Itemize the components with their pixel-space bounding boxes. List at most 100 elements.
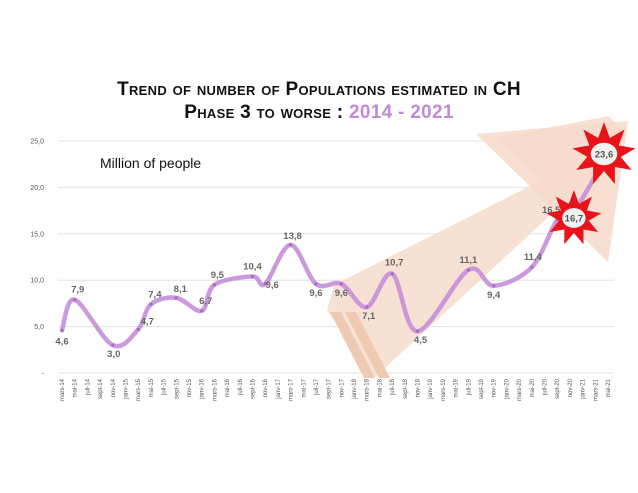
y-tick-label: 10,0: [30, 278, 44, 285]
data-label: 13,8: [283, 231, 302, 242]
data-label: 8,1: [174, 284, 188, 295]
x-tick-label: janv-15: [123, 378, 129, 399]
data-label: 3,0: [107, 349, 120, 360]
x-axis: mars-14 mai-14 juil-14 sept-14 nov-14 janv-15…: [60, 378, 612, 401]
x-tick-label: sept-17: [327, 378, 333, 399]
series-line-path: [59, 151, 611, 349]
highlight-bursts: 16,7 23,6: [546, 122, 636, 245]
x-tick-label: juil-15: [162, 378, 168, 396]
data-label: 9,6: [309, 288, 322, 299]
trend-arrow-stripe: [330, 312, 375, 378]
data-label: 10,4: [243, 261, 262, 272]
x-tick-label: sept-16: [250, 378, 256, 399]
data-label: 4,5: [414, 335, 428, 346]
y-tick-label: -: [42, 371, 45, 378]
y-tick-label: 15,0: [30, 231, 44, 238]
x-tick-label: nov-14: [111, 378, 117, 397]
x-tick-label: nov-20: [568, 378, 574, 397]
data-point: [111, 343, 115, 347]
data-point: [149, 302, 153, 306]
x-tick-label: nov-19: [492, 378, 498, 397]
data-label: 7,4: [148, 289, 162, 300]
x-tick-label: juil-16: [238, 378, 244, 396]
x-tick-label: janv-19: [428, 378, 434, 399]
x-tick-label: mars-16: [212, 378, 218, 401]
highlight-burst-center: [562, 208, 586, 228]
x-tick-label: sept-14: [98, 378, 104, 399]
y-tick-label: 5,0: [34, 324, 44, 331]
x-tick-label: mai-19: [454, 378, 460, 397]
x-tick-label: mars-20: [517, 378, 523, 401]
data-point: [73, 298, 77, 302]
data-point: [365, 305, 369, 309]
x-tick-label: janv-21: [581, 378, 587, 399]
data-label: 11,4: [524, 252, 543, 263]
x-tick-label: nov-15: [187, 378, 193, 397]
data-label: 9,5: [211, 270, 225, 281]
data-label: 4,6: [55, 336, 68, 347]
data-label: 9,4: [487, 290, 501, 301]
x-tick-label: mai-16: [225, 378, 231, 397]
data-label: 11,1: [459, 255, 478, 266]
x-tick-label: mars-18: [365, 378, 371, 401]
data-label: 9,6: [335, 288, 348, 299]
trend-arrow: [327, 116, 628, 379]
highlight-burst-center: [590, 142, 618, 166]
x-tick-label: nov-17: [339, 378, 345, 397]
x-tick-label: mai-17: [301, 378, 307, 397]
data-label: 7,1: [362, 311, 376, 322]
x-tick-label: janv-18: [352, 378, 358, 399]
x-tick-label: janv-16: [200, 378, 206, 399]
highlight-label: 23,6: [595, 149, 614, 160]
data-point: [288, 243, 293, 247]
x-tick-label: nov-16: [263, 378, 269, 397]
x-tick-label: juil-17: [314, 378, 320, 396]
x-tick-label: sept-18: [403, 378, 409, 399]
data-label: 6,7: [199, 296, 212, 307]
data-point: [60, 328, 64, 332]
y-tick-label: 20,0: [30, 185, 44, 192]
highlight-label: 16,7: [565, 214, 584, 225]
chart-title-line-1: Trend of number of Populations estimated…: [117, 79, 521, 100]
data-point: [250, 274, 255, 279]
x-tick-label: sept-15: [174, 378, 180, 399]
x-tick-label: nov-18: [416, 378, 422, 397]
trend-arrow-stripe: [345, 312, 390, 378]
x-tick-label: mars-17: [289, 378, 295, 401]
data-labels: 4,6 7,9 3,0 4,7 7,4 8,1 6,7 9,5 10,4 9,6 13,8 9,6 9,…: [55, 205, 561, 360]
data-label: 10,7: [385, 258, 404, 269]
x-tick-label: janv-17: [276, 378, 282, 399]
data-point: [492, 284, 496, 288]
data-point: [174, 296, 178, 300]
data-point: [466, 268, 470, 272]
x-tick-label: mai-14: [73, 378, 79, 397]
data-point: [415, 329, 420, 333]
x-tick-label: janv-20: [504, 378, 510, 399]
data-point: [263, 282, 267, 286]
x-tick-label: sept-19: [479, 378, 485, 399]
x-tick-label: mars-19: [441, 378, 447, 401]
x-tick-label: mai-15: [149, 378, 155, 397]
x-tick-label: juil-18: [390, 378, 396, 396]
data-label: 9,6: [266, 280, 279, 291]
x-tick-label: sept-20: [555, 378, 561, 399]
x-tick-label: mars-15: [136, 378, 142, 401]
x-tick-label: mai-21: [606, 378, 612, 397]
x-tick-label: mai-20: [530, 378, 536, 397]
data-point: [314, 282, 318, 286]
data-label: 7,9: [71, 285, 84, 296]
data-point: [200, 309, 204, 313]
data-point: [530, 265, 534, 269]
x-tick-label: mars-14: [60, 378, 66, 401]
x-tick-label: mai-18: [377, 378, 383, 397]
unit-note: Million of people: [100, 155, 201, 171]
chart-title-line-2: Phase 3 to worse : 2014 - 2021: [0, 102, 638, 124]
data-point: [339, 282, 343, 286]
x-tick-label: juil-19: [466, 378, 472, 396]
data-point: [136, 327, 140, 331]
data-point: [390, 272, 394, 276]
data-label: 4,7: [141, 316, 154, 327]
gridlines: [58, 140, 614, 374]
x-tick-label: mars-21: [593, 378, 599, 401]
